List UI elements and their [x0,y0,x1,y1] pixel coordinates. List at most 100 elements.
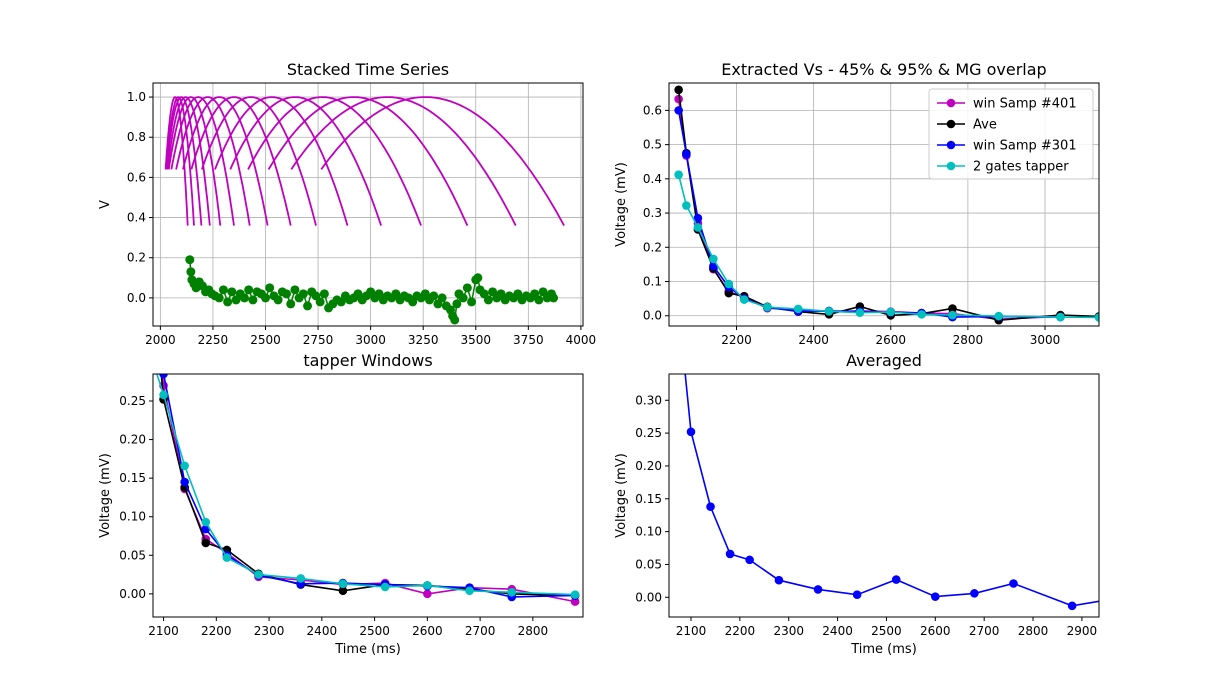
y-tick-label: 0.3 [643,206,662,220]
y-tick-label: 0.4 [127,211,146,225]
series-4-point [674,170,683,180]
x-axis-label: Time (ms) [850,642,917,657]
y-tick-label: 0.1 [643,275,662,289]
x-tick-label: 3000 [355,333,386,347]
series-4-point [793,304,803,314]
series-3-point [693,213,703,223]
signal-point [437,293,447,303]
series-line-3 [162,374,576,598]
legend-entry: win Samp #301 [973,139,1077,154]
series-4-point [763,302,772,312]
y-axis-label: Voltage (mV) [614,453,629,538]
x-tick-label: 2600 [920,624,951,638]
signal-point [186,267,196,277]
y-tick-label: 0.6 [643,103,662,117]
series-1-point [423,589,432,599]
series-4-point [724,279,734,289]
signal-point [185,255,195,265]
chart-1: 2000 2250 2500 2750 3000 3250 3500 3750 4000 0.0 0… [98,60,596,347]
signal-point [223,297,233,307]
signal-point [303,301,313,311]
series-1-point [1126,592,1135,601]
series-3-point [682,149,691,159]
chart-title: Stacked Time Series [287,60,449,79]
legend-marker [946,140,956,150]
x-tick-label: 2000 [145,333,176,347]
chart-title: Averaged [846,351,922,370]
x-tick-label: 2250 [198,333,229,347]
series-1-point [686,427,696,437]
y-tick-label: 0.30 [635,393,662,407]
series-2-point [674,85,683,95]
signal-point [534,295,544,305]
signal-point [214,293,224,303]
signal-point [458,293,468,303]
signal-point [260,293,270,303]
series-4-point [465,586,474,596]
window-curve-15 [290,96,517,227]
series-4-point [994,311,1004,321]
x-tick-label: 3500 [460,333,491,347]
series-4-point [338,579,348,589]
legend-entry: win Samp #401 [973,97,1077,112]
series-4-point [824,306,834,316]
y-tick-label: 0.25 [635,426,662,440]
series-line-2 [160,374,576,597]
plot-area [674,85,1099,325]
x-tick-label: 2200 [201,624,232,638]
series-1-point [813,585,823,594]
series-4-point [570,590,580,599]
y-tick-label: 0.20 [635,459,662,473]
signal-point [549,293,559,303]
window-curve-16 [320,96,565,227]
series-2-point [724,288,734,298]
series-4-point [380,582,390,592]
series-2-point [201,538,211,548]
series-3-point [674,106,683,115]
signal-point [450,315,460,325]
series-line-4 [677,174,1099,319]
series-1-point [1067,601,1077,611]
x-tick-label: 3000 [1030,333,1061,347]
x-tick-label: 2750 [303,333,334,347]
y-tick-label: 0.20 [119,433,146,447]
x-tick-label: 2700 [969,624,1000,638]
window-curve-13 [247,96,422,226]
series-4-point [1056,312,1065,322]
y-tick-label: 0.05 [119,548,146,562]
series-1-point [931,592,940,601]
legend-marker [946,161,956,171]
window-curve-4 [166,96,211,226]
signal-point [218,285,228,295]
y-tick-label: 0.00 [119,587,146,601]
legend-entry: Ave [973,118,997,133]
series-1-point [672,281,681,290]
chart-title: Extracted Vs - 45% & 95% & MG overlap [721,60,1046,79]
y-tick-label: 0.10 [119,510,146,524]
series-4-point [201,517,211,527]
legend-box [928,88,1094,180]
x-tick-label: 3750 [513,333,544,347]
window-curve-12 [229,96,382,226]
series-4-point [948,310,957,320]
y-tick-label: 0.15 [119,471,146,485]
x-tick-label: 4000 [566,333,597,347]
signal-point [273,295,283,305]
signal-point [473,273,483,283]
series-1-point [774,575,784,585]
series-4-point [296,574,306,583]
chart-4: 2100 2200 2300 2400 2500 2600 2700 2800 29000.00… [614,281,1135,657]
x-tick-label: 2300 [773,624,804,638]
plot-area [156,374,580,606]
series-1-point [970,589,979,598]
series-2-point [948,304,957,313]
signal-point [286,299,296,309]
signal-point [467,297,477,307]
series-4-point [917,310,926,319]
series-4-point [423,581,432,590]
x-tick-label: 2800 [953,333,984,347]
chart-3: 2100 2200 2300 2400 2500 2600 2700 2800 0.00 0.05… [98,351,584,657]
series-4-point [159,390,168,400]
signal-point [429,291,439,301]
y-tick-label: 0.6 [127,170,146,184]
